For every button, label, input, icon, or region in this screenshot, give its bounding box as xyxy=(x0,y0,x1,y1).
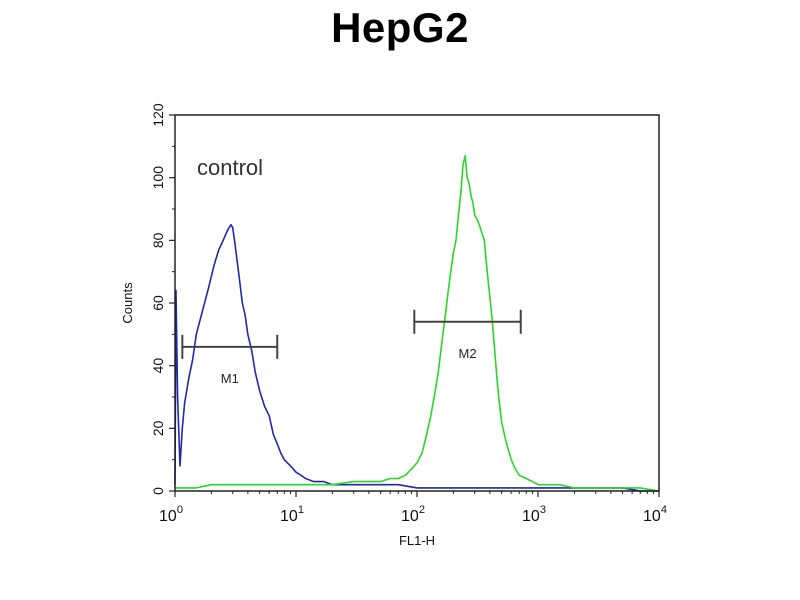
x-tick-label: 100 xyxy=(159,504,183,525)
chart-title: HepG2 xyxy=(331,4,469,51)
figure-frame xyxy=(100,0,700,600)
marker-label: M2 xyxy=(458,346,476,361)
x-tick-label: 102 xyxy=(401,504,425,525)
y-tick-label: 60 xyxy=(150,295,166,311)
x-axis-label: FL1-H xyxy=(399,533,435,548)
x-tick-label: 103 xyxy=(522,504,546,525)
y-tick-label: 20 xyxy=(150,420,166,436)
y-tick-label: 80 xyxy=(150,232,166,248)
sample-histogram-line xyxy=(175,154,660,492)
y-axis-label: Counts xyxy=(120,282,135,324)
x-tick-label: 101 xyxy=(280,504,304,525)
y-tick-label: 40 xyxy=(150,358,166,374)
marker-label: M1 xyxy=(221,371,239,386)
x-tick-label: 104 xyxy=(643,504,667,525)
control-annotation: control xyxy=(197,155,263,180)
y-tick-label: 120 xyxy=(150,103,166,127)
y-tick-label: 100 xyxy=(150,166,166,190)
y-tick-label: 0 xyxy=(150,487,166,495)
control-histogram-line xyxy=(174,223,659,492)
